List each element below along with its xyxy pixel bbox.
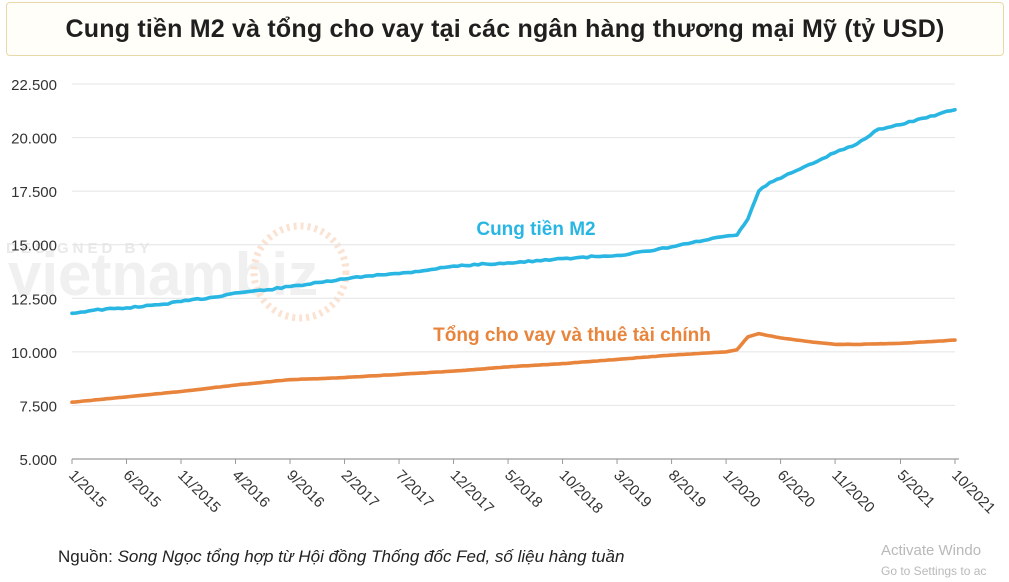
x-tick-label: 8/2019	[665, 467, 709, 511]
x-tick-label: 1/2020	[719, 467, 763, 511]
x-tick-label: 2/2017	[338, 467, 382, 511]
x-tick-label: 3/2019	[610, 467, 654, 511]
y-tick-label: 5.000	[19, 452, 57, 469]
activate-windows-overlay: Activate Windo Go to Settings to ac	[881, 540, 986, 582]
x-tick-label: 6/2020	[774, 467, 818, 511]
y-tick-label: 20.000	[11, 131, 57, 148]
x-tick-label: 12/2017	[447, 467, 497, 517]
chart-title-box: Cung tiền M2 và tổng cho vay tại các ngâ…	[6, 2, 1004, 56]
x-tick-label: 4/2016	[229, 467, 273, 511]
x-tick-label: 11/2015	[174, 467, 224, 517]
x-tick-label: 5/2018	[501, 467, 545, 511]
source-label: Nguồn:	[58, 547, 113, 566]
y-tick-label: 10.000	[11, 345, 57, 362]
x-tick-label: 5/2021	[894, 467, 938, 511]
series-label: Tổng cho vay và thuê tài chính	[433, 325, 711, 346]
series-line	[70, 331, 957, 404]
vietnambiz-watermark: vietnambiz	[8, 241, 318, 308]
x-tick-label: 6/2015	[120, 467, 164, 511]
series-label: Cung tiền M2	[476, 219, 595, 240]
y-tick-label: 17.500	[11, 184, 57, 201]
activate-windows-line2: Go to Settings to ac	[881, 564, 987, 578]
y-tick-label: 22.500	[11, 77, 57, 94]
x-tick-label: 10/2021	[948, 467, 998, 517]
x-tick-label: 7/2017	[392, 467, 436, 511]
y-tick-label: 7.500	[19, 398, 57, 415]
x-tick-label: 1/2015	[65, 467, 109, 511]
activate-windows-line1: Activate Windo	[881, 542, 982, 559]
series-line	[70, 107, 957, 316]
watermark-sun-icon	[250, 222, 350, 322]
x-tick-label: 10/2018	[556, 467, 606, 517]
source-note: Nguồn: Song Ngọc tổng hợp từ Hội đồng Th…	[58, 547, 624, 567]
x-tick-label: 9/2016	[283, 467, 327, 511]
chart-title: Cung tiền M2 và tổng cho vay tại các ngâ…	[65, 14, 945, 43]
y-tick-label: 12.500	[11, 291, 57, 308]
y-tick-label: 15.000	[11, 238, 57, 255]
source-text: Song Ngọc tổng hợp từ Hội đồng Thống đốc…	[117, 547, 625, 566]
x-tick-label: 11/2020	[828, 467, 878, 517]
